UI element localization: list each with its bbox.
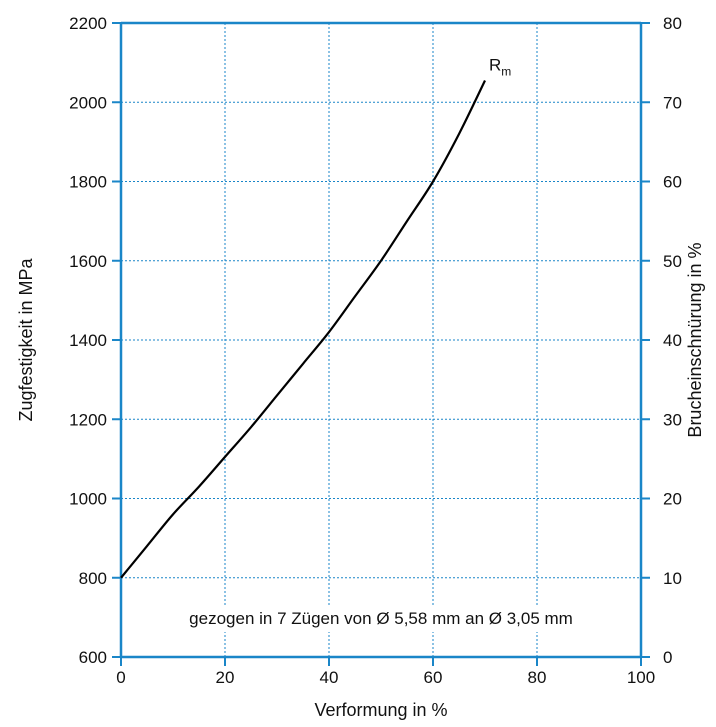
series-label-sub: m — [501, 64, 511, 78]
y-tick-label: 2200 — [69, 14, 107, 33]
y2-tick-label: 0 — [663, 648, 672, 667]
y2-axis-title: Brucheinschnürung in % — [685, 242, 705, 437]
y-tick-label: 800 — [79, 569, 107, 588]
y-axis-title: Zugfestigkeit in MPa — [16, 257, 36, 421]
series-label-main: R — [489, 55, 501, 74]
y-tick-label: 1000 — [69, 490, 107, 509]
y2-tick-label: 70 — [663, 93, 682, 112]
y2-tick-label: 60 — [663, 173, 682, 192]
y-tick-label: 1200 — [69, 410, 107, 429]
y2-tick-label: 40 — [663, 331, 682, 350]
y2-tick-label: 50 — [663, 252, 682, 271]
y2-tick-label: 10 — [663, 569, 682, 588]
y-tick-label: 1600 — [69, 252, 107, 271]
x-axis-title: Verformung in % — [314, 700, 447, 720]
y-tick-label: 1400 — [69, 331, 107, 350]
series-lines — [120, 79, 486, 579]
y2-tick-label: 20 — [663, 490, 682, 509]
series-label-rm: Rm — [489, 55, 511, 78]
x-tick-label: 80 — [528, 668, 547, 687]
chart-annotation: gezogen in 7 Zügen von Ø 5,58 mm an Ø 3,… — [189, 609, 573, 628]
x-tick-label: 0 — [116, 668, 125, 687]
annotation-background — [183, 605, 579, 632]
y-tick-label: 1800 — [69, 173, 107, 192]
x-tick-label: 20 — [216, 668, 235, 687]
x-tick-label: 60 — [424, 668, 443, 687]
tick-labels: 0 20 40 60 80 1006008001000120014001600180020… — [69, 14, 682, 687]
grid-lines — [121, 23, 641, 657]
x-tick-label: 40 — [320, 668, 339, 687]
y2-tick-label: 80 — [663, 14, 682, 33]
series-line-rm — [120, 79, 486, 579]
y-tick-label: 600 — [79, 648, 107, 667]
y-tick-label: 2000 — [69, 93, 107, 112]
y2-tick-label: 30 — [663, 410, 682, 429]
x-tick-label: 100 — [627, 668, 655, 687]
